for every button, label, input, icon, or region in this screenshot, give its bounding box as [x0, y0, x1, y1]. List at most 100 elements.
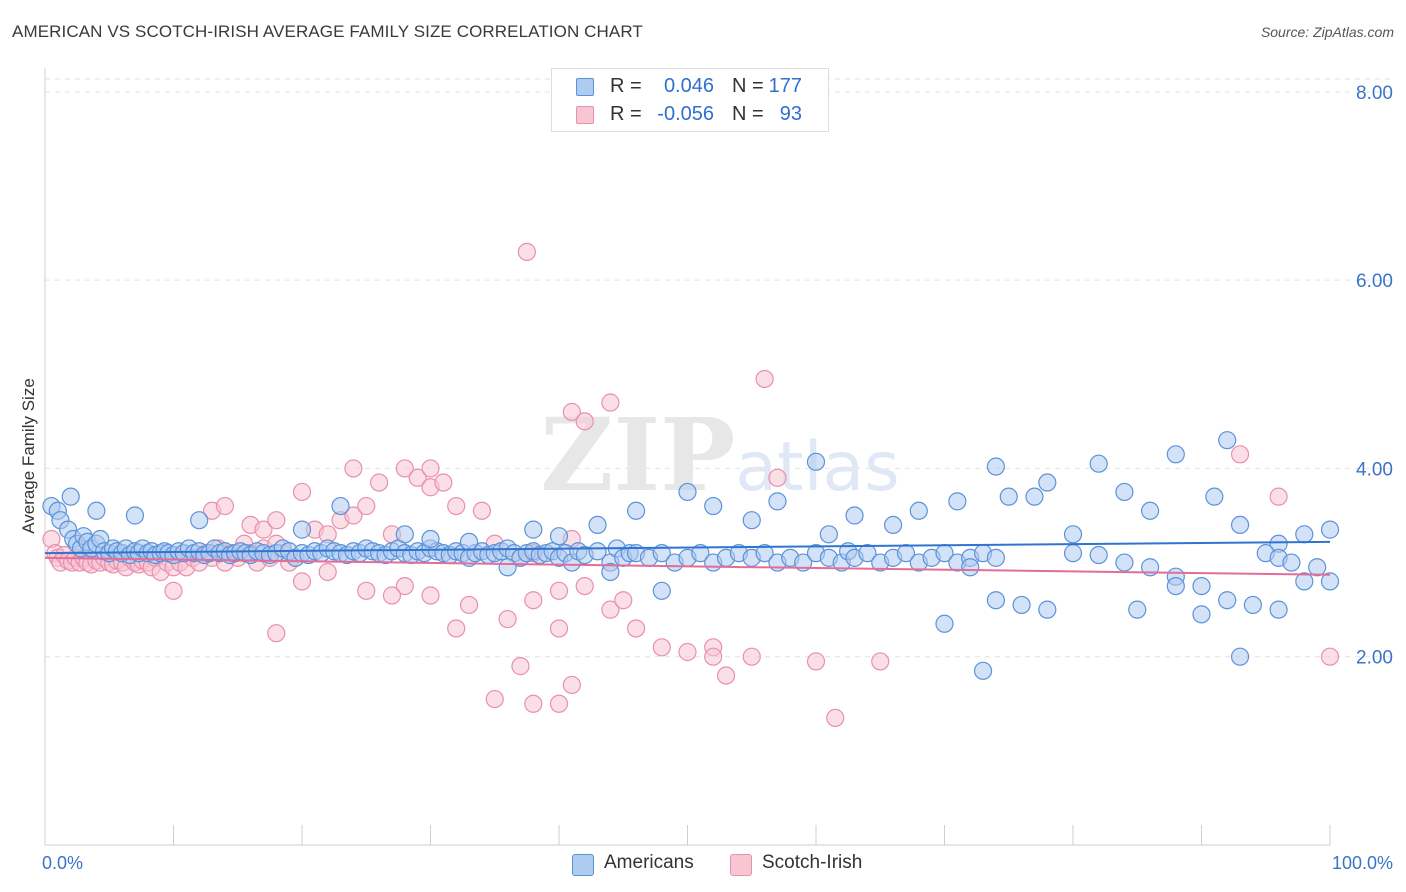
american-point: [961, 558, 980, 577]
american-point: [1243, 595, 1263, 615]
scotch-irish-point: [395, 576, 414, 596]
american-point: [601, 562, 620, 582]
scotch-irish-point: [806, 652, 826, 671]
scotch-irish-point: [421, 459, 440, 478]
scotch-irish-point: [517, 242, 536, 261]
gridlines: [45, 78, 1395, 658]
scotch-irish-point: [511, 657, 530, 676]
american-point: [1012, 595, 1031, 615]
scotch-irish-point: [267, 511, 286, 530]
r-label: R =: [610, 75, 642, 97]
american-point: [125, 506, 145, 525]
scotch-irish-point: [652, 638, 671, 657]
scotch-irish-point: [768, 468, 787, 487]
scotch-irish-point: [755, 369, 774, 389]
scotch-irish-point: [370, 473, 389, 492]
y-tick-labels: 2.00 4.00 6.00 8.00: [1356, 83, 1393, 669]
x-tick-label: 100.0%: [1332, 853, 1393, 873]
scotch-irish-point: [498, 609, 517, 629]
american-point: [421, 529, 440, 549]
scotch-irish-legend-label: Scotch-Irish: [762, 852, 863, 873]
x-tick-label: 0.0%: [42, 853, 83, 873]
american-point: [292, 520, 312, 539]
american-point: [1320, 520, 1340, 539]
scotch-irish-point: [292, 482, 312, 502]
scotch-irish-point: [421, 586, 440, 605]
trend-lines: [44, 540, 1331, 576]
watermark: ZIPatlas: [540, 396, 899, 514]
american-point: [588, 515, 607, 535]
american-point: [524, 520, 543, 539]
n-value: 177: [768, 75, 802, 97]
scotch-irish-point: [601, 600, 620, 619]
american-point: [845, 506, 864, 525]
american-point: [986, 591, 1006, 610]
american-point: [858, 544, 877, 563]
r-value: -0.056: [657, 103, 714, 125]
american-point: [1038, 473, 1057, 492]
legend-row-scotch-irish: R = -0.056 N = 93: [552, 101, 828, 127]
scotch-irish-point: [742, 647, 761, 666]
american-point: [1269, 600, 1288, 619]
n-label: N =: [732, 103, 764, 125]
american-point: [999, 487, 1018, 506]
american-point: [652, 544, 671, 563]
scotch-irish-point: [1320, 647, 1340, 666]
scotch-irish-point: [716, 666, 736, 685]
scotch-irish-point: [1269, 487, 1288, 506]
scotch-irish-point: [344, 506, 363, 525]
american-point: [1063, 525, 1083, 544]
american-point: [1166, 576, 1185, 596]
american-point: [1295, 572, 1314, 591]
scotch-irish-point: [382, 586, 402, 605]
american-point: [1025, 487, 1044, 506]
american-point: [1115, 482, 1134, 502]
american-point: [1192, 576, 1211, 596]
american-point: [986, 457, 1006, 476]
y-axis-label: Average Family Size: [19, 378, 38, 534]
r-label: R =: [610, 103, 642, 125]
american-point: [498, 558, 517, 577]
american-point: [1320, 572, 1340, 591]
american-point: [819, 525, 838, 544]
american-point: [1140, 501, 1160, 520]
y-tick-label: 8.00: [1356, 83, 1393, 104]
scotch-irish-point: [318, 562, 337, 582]
american-point: [1230, 647, 1250, 666]
americans-trend-line: [44, 540, 1331, 555]
scotch-irish-point: [447, 619, 466, 638]
scotch-irish-point: [562, 675, 581, 695]
american-point: [1115, 553, 1134, 572]
americans-swatch: [576, 78, 594, 96]
american-point: [1282, 553, 1301, 572]
american-point: [588, 542, 607, 561]
american-point: [1308, 558, 1327, 577]
american-point: [1063, 544, 1083, 563]
scotch-irish-point: [524, 694, 543, 713]
n-label: N =: [732, 75, 764, 97]
scotch-irish-point: [575, 412, 594, 431]
scotch-irish-point: [472, 501, 491, 520]
scotch-irish-point: [601, 393, 620, 412]
american-point: [87, 501, 106, 520]
scotch-irish-point: [395, 459, 414, 478]
american-point: [768, 492, 787, 511]
american-point: [395, 525, 414, 544]
r-value: 0.046: [663, 75, 714, 97]
american-point: [61, 487, 80, 506]
american-point: [1089, 545, 1108, 565]
american-point: [742, 511, 761, 530]
scotch-irish-point: [826, 708, 845, 728]
american-point: [626, 501, 646, 520]
american-point: [1205, 487, 1224, 506]
american-point: [1295, 525, 1314, 544]
scotch-irish-point: [871, 652, 890, 671]
american-point: [935, 614, 954, 633]
american-point: [1038, 600, 1057, 619]
legend-row-americans: R = 0.046 N = 177: [552, 73, 828, 99]
american-point: [1230, 515, 1250, 535]
scotch-irish-swatch: [730, 854, 752, 876]
y-tick-label: 4.00: [1356, 459, 1393, 480]
scotch-irish-point: [524, 591, 543, 610]
